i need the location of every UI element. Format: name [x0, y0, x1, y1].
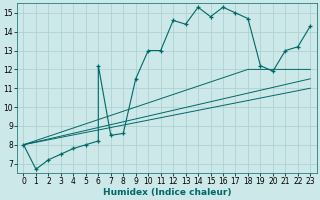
X-axis label: Humidex (Indice chaleur): Humidex (Indice chaleur): [103, 188, 231, 197]
